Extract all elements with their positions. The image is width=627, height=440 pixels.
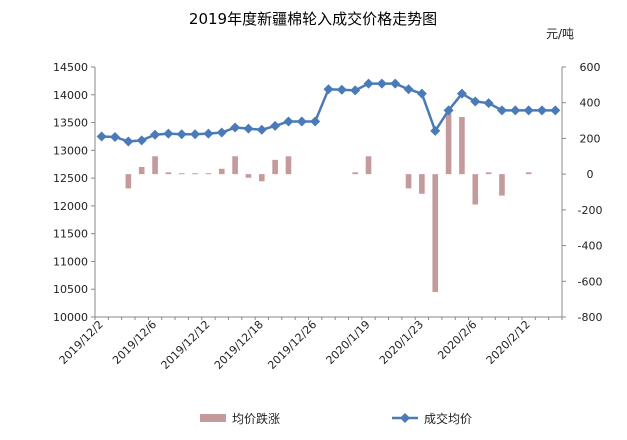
x-tick-label: 2020/2/12 (484, 318, 533, 367)
right-tick-label: -800 (578, 311, 603, 324)
price-point (483, 98, 494, 109)
price-point (190, 129, 201, 140)
right-tick-label: 200 (580, 132, 601, 145)
left-tick-label: 10500 (53, 283, 88, 296)
left-tick-label: 12500 (53, 172, 88, 185)
change-bar (152, 156, 158, 175)
left-tick-label: 12000 (53, 200, 88, 213)
price-point (403, 84, 414, 95)
change-bar (472, 174, 479, 205)
legend: 均价跌涨 成交均价 (200, 411, 472, 426)
legend-line-label: 成交均价 (424, 411, 472, 426)
left-tick-label: 13500 (53, 117, 88, 130)
left-tick-label: 10000 (53, 311, 88, 324)
left-tick-label: 13000 (53, 144, 88, 157)
price-point (336, 84, 347, 95)
chart-title: 2019年度新疆棉轮入成交价格走势图 (189, 10, 437, 28)
price-point (243, 123, 254, 134)
price-point (443, 105, 454, 116)
right-axis-unit: 元/吨 (546, 27, 574, 41)
change-bar (419, 174, 425, 194)
price-point (123, 136, 134, 147)
right-tick-label: -600 (578, 275, 603, 288)
x-tick-label: 2020/2/6 (435, 318, 479, 362)
left-tick-label: 14000 (53, 89, 88, 102)
change-bar (405, 174, 412, 189)
price-point (230, 122, 241, 133)
price-point (496, 105, 507, 116)
price-point (216, 127, 227, 138)
price-point (363, 78, 374, 89)
change-bar (178, 173, 185, 175)
price-point (110, 132, 121, 142)
right-tick-label: 600 (580, 61, 601, 74)
change-bar (205, 173, 212, 175)
price-point (96, 131, 107, 142)
change-bar (125, 174, 132, 189)
right-tick-label: 400 (580, 97, 601, 110)
price-point (376, 78, 387, 89)
price-point (203, 128, 214, 139)
left-tick-label: 11500 (53, 228, 88, 241)
x-tick-label: 2020/1/23 (377, 318, 426, 367)
price-point (350, 85, 361, 96)
price-point (283, 116, 294, 127)
change-bar (218, 168, 225, 175)
change-bar (138, 167, 145, 175)
x-tick-label: 2019/12/12 (159, 318, 213, 372)
change-bar (272, 159, 278, 175)
change-bar (499, 174, 505, 196)
change-bar (525, 172, 532, 175)
price-point (270, 120, 281, 131)
right-tick-label: -400 (578, 240, 603, 253)
x-tick-label: 2019/12/6 (110, 318, 159, 367)
price-point (323, 84, 334, 95)
left-tick-label: 11000 (53, 255, 88, 268)
x-tick-label: 2019/12/18 (212, 318, 266, 372)
plot-area: 10000 10500 11000 11500 12000 12500 13000 13500… (53, 61, 602, 372)
price-point (390, 78, 401, 89)
change-bar (192, 173, 198, 175)
change-bar (232, 156, 238, 175)
left-tick-label: 14500 (53, 61, 88, 74)
right-tick-label: -200 (578, 204, 603, 217)
price-point (176, 129, 187, 140)
price-point (150, 129, 161, 140)
x-tick-label: 2020/1/19 (324, 318, 373, 367)
legend-bar-label: 均价跌涨 (232, 411, 280, 426)
price-point (136, 135, 147, 146)
change-bar (285, 156, 292, 175)
price-point (256, 124, 267, 135)
x-tick-label: 2019/12/2 (57, 318, 106, 367)
x-tick-label: 2019/12/26 (265, 318, 319, 372)
change-bar (432, 174, 439, 292)
price-point (456, 88, 467, 99)
change-bar (365, 156, 372, 175)
price-point (510, 105, 521, 116)
right-tick-label: 0 (587, 168, 594, 181)
change-bar (445, 113, 452, 175)
change-bar (258, 174, 265, 182)
price-point (310, 116, 321, 127)
legend-line-marker (400, 413, 410, 423)
price-point (536, 105, 547, 116)
price-point (523, 105, 534, 116)
change-bar (485, 172, 492, 175)
change-bar (352, 172, 358, 175)
price-point (163, 128, 174, 139)
change-bar (165, 172, 172, 175)
price-point (550, 105, 561, 116)
price-point (416, 88, 427, 99)
price-point (470, 96, 481, 107)
change-bar (245, 174, 252, 178)
legend-bar-swatch (200, 414, 226, 422)
change-bar (459, 117, 465, 175)
price-point (296, 116, 307, 127)
price-point (430, 125, 441, 136)
